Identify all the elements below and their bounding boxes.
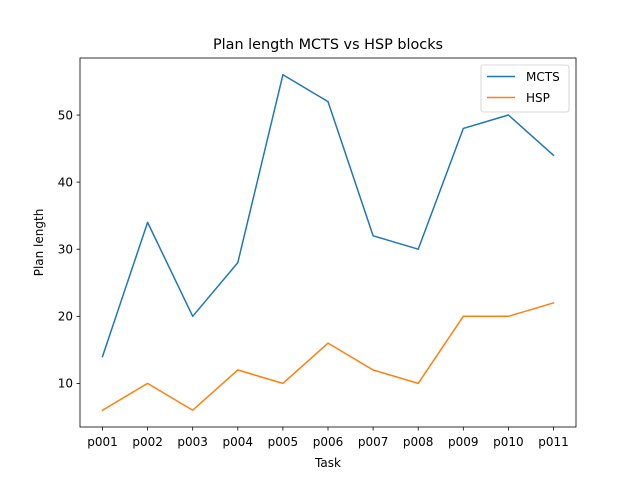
- plot-frame: [79, 57, 577, 428]
- y-axis: 10 20 30 40 50: [58, 108, 80, 391]
- x-axis-label: Task: [314, 456, 341, 470]
- series-layer: [101, 74, 555, 412]
- x-tick-label: p003: [177, 435, 208, 449]
- x-tick-label: p007: [358, 435, 389, 449]
- legend-label-mcts: MCTS: [526, 70, 560, 84]
- chart-title: Plan length MCTS vs HSP blocks: [213, 37, 443, 53]
- y-tick-label: 30: [58, 243, 73, 257]
- x-tick-label: p001: [87, 435, 118, 449]
- x-tick-label: p006: [313, 435, 344, 449]
- x-tick-label: p005: [268, 435, 299, 449]
- x-tick-label: p004: [223, 435, 254, 449]
- legend-label-hsp: HSP: [526, 91, 550, 105]
- plot-area: [80, 58, 576, 427]
- x-tick-label: p009: [448, 435, 479, 449]
- y-tick-label: 10: [58, 377, 73, 391]
- y-tick-label: 40: [58, 175, 73, 189]
- x-axis: p001 p002 p003 p004 p005 p006 p007 p008 p009 p010…: [87, 427, 569, 449]
- y-tick-label: 20: [58, 310, 73, 324]
- x-tick-label: p002: [132, 435, 163, 449]
- x-tick-label: p010: [493, 435, 524, 449]
- y-tick-label: 50: [58, 108, 73, 122]
- x-tick-label: p011: [538, 435, 569, 449]
- y-axis-label: Plan length: [32, 209, 46, 277]
- legend: MCTS HSP: [480, 64, 570, 113]
- x-tick-label: p008: [403, 435, 434, 449]
